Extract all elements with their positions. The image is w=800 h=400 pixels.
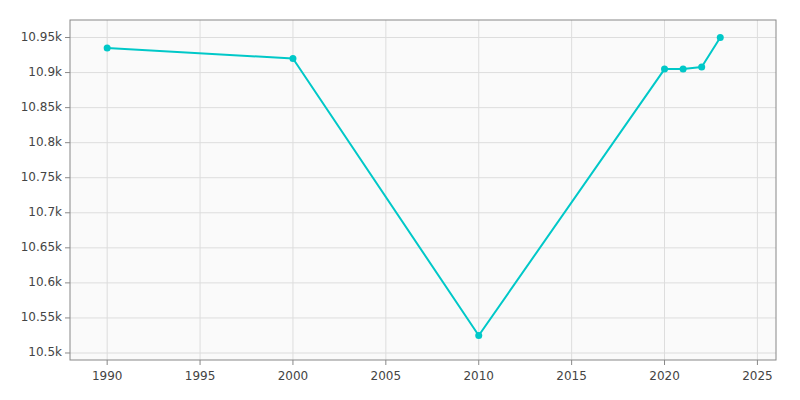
y-tick-label: 10.65k	[21, 240, 62, 254]
x-tick	[478, 360, 479, 365]
plot-frame	[70, 20, 776, 360]
y-tick	[65, 107, 70, 108]
x-tick-label: 1995	[185, 369, 216, 383]
x-tick-label: 2005	[371, 369, 402, 383]
y-grid-line	[70, 212, 776, 213]
point	[680, 66, 687, 73]
grid	[70, 20, 776, 360]
point	[698, 63, 705, 70]
x-tick-label: 1990	[92, 369, 123, 383]
point	[475, 332, 482, 339]
x-tick	[385, 360, 386, 365]
x-tick	[664, 360, 665, 365]
x-tick	[200, 360, 201, 365]
x-tick-label: 2010	[463, 369, 494, 383]
point	[289, 55, 296, 62]
y-tick	[65, 352, 70, 353]
point	[717, 34, 724, 41]
y-tick-label: 10.8k	[28, 135, 62, 149]
x-grid-line	[571, 20, 572, 360]
y-tick-label: 10.5k	[28, 345, 62, 359]
point	[661, 66, 668, 73]
y-grid-line	[70, 177, 776, 178]
x-tick-label: 2015	[556, 369, 587, 383]
x-grid-line	[478, 20, 479, 360]
y-grid-line	[70, 37, 776, 38]
y-tick-label: 10.9k	[28, 65, 62, 79]
axes: 10.5k 10.55k 10.6k 10.65k 10.7k 10.75k 10.8k 10…	[21, 30, 773, 383]
x-grid-line	[757, 20, 758, 360]
y-grid-line	[70, 282, 776, 283]
x-grid-line	[385, 20, 386, 360]
y-tick	[65, 177, 70, 178]
y-tick	[65, 72, 70, 73]
x-tick	[292, 360, 293, 365]
y-grid-line	[70, 247, 776, 248]
data-layer	[104, 34, 724, 339]
y-tick	[65, 247, 70, 248]
y-tick	[65, 212, 70, 213]
y-grid-line	[70, 317, 776, 318]
y-tick-label: 10.6k	[28, 275, 62, 289]
y-tick	[65, 282, 70, 283]
y-tick	[65, 317, 70, 318]
y-grid-line	[70, 72, 776, 73]
y-grid-line	[70, 107, 776, 108]
point	[104, 45, 111, 52]
x-tick	[571, 360, 572, 365]
x-grid-line	[292, 20, 293, 360]
y-tick-label: 10.7k	[28, 205, 62, 219]
y-tick	[65, 142, 70, 143]
y-tick-label: 10.95k	[21, 30, 62, 44]
chart-container: 10.5k 10.55k 10.6k 10.65k 10.7k 10.75k 10.8k 10…	[0, 0, 800, 400]
chart: 10.5k 10.55k 10.6k 10.65k 10.7k 10.75k 10.8k 10…	[0, 0, 800, 400]
x-grid-line	[200, 20, 201, 360]
y-grid-line	[70, 142, 776, 143]
y-tick-label: 10.75k	[21, 170, 62, 184]
y-tick	[65, 37, 70, 38]
x-tick	[757, 360, 758, 365]
x-tick	[107, 360, 108, 365]
plot-background	[70, 20, 776, 360]
y-tick-label: 10.55k	[21, 310, 62, 324]
x-tick-label: 2020	[649, 369, 680, 383]
x-tick-label: 2000	[278, 369, 309, 383]
line	[107, 38, 720, 336]
x-tick-label: 2025	[742, 369, 773, 383]
x-grid-line	[107, 20, 108, 360]
y-tick-label: 10.85k	[21, 100, 62, 114]
y-grid-line	[70, 352, 776, 353]
